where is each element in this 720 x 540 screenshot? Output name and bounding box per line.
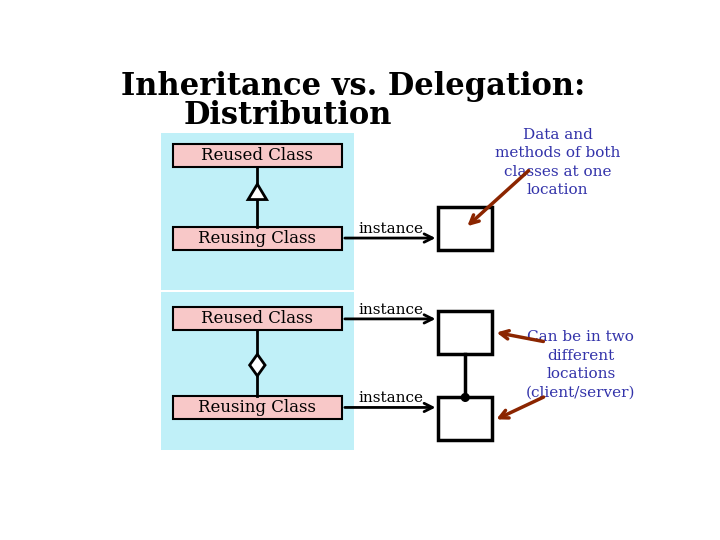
FancyBboxPatch shape (173, 144, 342, 167)
FancyBboxPatch shape (173, 307, 342, 330)
Text: Inheritance vs. Delegation:: Inheritance vs. Delegation: (122, 71, 586, 102)
Text: instance: instance (358, 222, 423, 236)
Text: Distribution: Distribution (184, 100, 392, 131)
Text: Reused Class: Reused Class (202, 310, 313, 327)
Text: Data and
methods of both
classes at one
location: Data and methods of both classes at one … (495, 128, 621, 197)
FancyBboxPatch shape (173, 396, 342, 419)
FancyBboxPatch shape (161, 132, 354, 291)
Polygon shape (248, 184, 266, 200)
FancyBboxPatch shape (438, 207, 492, 249)
FancyBboxPatch shape (438, 397, 492, 440)
Text: Reusing Class: Reusing Class (198, 230, 316, 247)
FancyBboxPatch shape (173, 226, 342, 249)
Text: Can be in two
different
locations
(client/server): Can be in two different locations (clien… (526, 330, 636, 400)
Text: Reused Class: Reused Class (202, 147, 313, 164)
Polygon shape (250, 354, 265, 376)
Text: instance: instance (358, 391, 423, 405)
Circle shape (462, 394, 469, 401)
FancyBboxPatch shape (438, 311, 492, 354)
Text: Reusing Class: Reusing Class (198, 399, 316, 416)
FancyBboxPatch shape (161, 292, 354, 450)
Text: instance: instance (358, 302, 423, 316)
